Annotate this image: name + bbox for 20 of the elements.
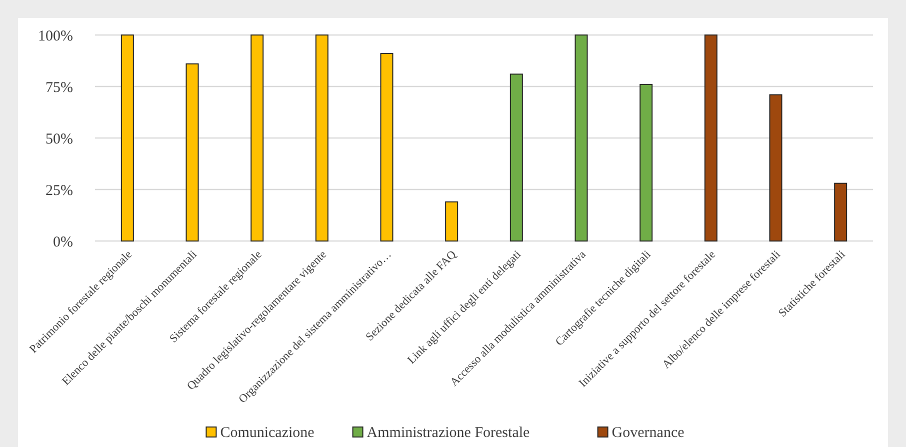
bar <box>574 34 588 242</box>
legend-label: Governance <box>612 425 685 441</box>
y-tick-label: 100% <box>38 28 73 44</box>
y-tick-label: 25% <box>46 182 73 199</box>
bar <box>510 74 523 242</box>
bar <box>250 34 264 242</box>
bar <box>704 34 718 242</box>
y-tick-label: 75% <box>46 80 73 96</box>
legend-label: Comunicazione <box>220 425 315 441</box>
legend-label: Amministrazione Forestale <box>366 425 530 441</box>
bar <box>315 34 328 242</box>
bar <box>186 63 199 242</box>
y-tick-label: 50% <box>46 131 73 148</box>
bar <box>640 84 653 242</box>
y-tick-label: 0% <box>53 234 73 250</box>
bar <box>120 34 134 242</box>
bar <box>380 53 394 242</box>
bar <box>834 182 848 242</box>
bar <box>445 201 458 242</box>
bar <box>769 94 782 242</box>
